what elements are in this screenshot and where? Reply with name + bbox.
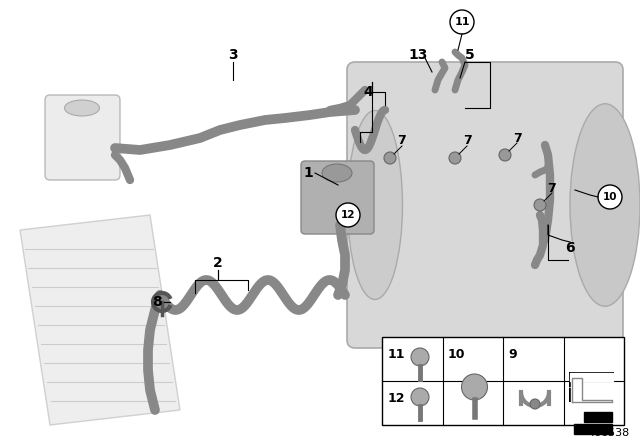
FancyBboxPatch shape [347, 62, 623, 348]
Polygon shape [570, 377, 612, 407]
Polygon shape [568, 372, 614, 402]
Text: 7: 7 [513, 132, 522, 145]
Text: 10: 10 [603, 192, 617, 202]
Text: 3: 3 [228, 48, 238, 62]
Text: 12: 12 [340, 210, 355, 220]
Text: 6: 6 [565, 241, 575, 255]
Ellipse shape [348, 111, 403, 300]
Circle shape [336, 203, 360, 227]
Circle shape [449, 152, 461, 164]
Circle shape [450, 10, 474, 34]
Circle shape [534, 199, 546, 211]
Text: 1: 1 [303, 166, 313, 180]
Text: 12: 12 [388, 392, 406, 405]
Polygon shape [584, 412, 611, 422]
Text: 9: 9 [508, 349, 516, 362]
Text: 7: 7 [548, 181, 556, 194]
Text: 8: 8 [152, 295, 162, 309]
Text: 5: 5 [465, 48, 475, 62]
Circle shape [411, 388, 429, 406]
Text: 466538: 466538 [588, 428, 630, 438]
Ellipse shape [570, 104, 640, 306]
Text: 11: 11 [454, 17, 470, 27]
Text: 7: 7 [463, 134, 472, 147]
FancyBboxPatch shape [382, 337, 624, 425]
Polygon shape [570, 373, 612, 381]
Polygon shape [20, 215, 180, 425]
Circle shape [411, 348, 429, 366]
Text: 4: 4 [363, 85, 372, 99]
Text: 2: 2 [213, 256, 223, 270]
Circle shape [384, 152, 396, 164]
Polygon shape [573, 424, 611, 434]
Text: 11: 11 [388, 349, 406, 362]
Circle shape [530, 399, 540, 409]
Text: 10: 10 [447, 349, 465, 362]
Circle shape [499, 149, 511, 161]
Circle shape [598, 185, 622, 209]
Text: 13: 13 [408, 48, 428, 62]
Ellipse shape [322, 164, 352, 182]
Ellipse shape [65, 100, 99, 116]
FancyBboxPatch shape [301, 161, 374, 234]
Circle shape [461, 374, 488, 400]
FancyBboxPatch shape [45, 95, 120, 180]
Text: 7: 7 [397, 134, 406, 147]
